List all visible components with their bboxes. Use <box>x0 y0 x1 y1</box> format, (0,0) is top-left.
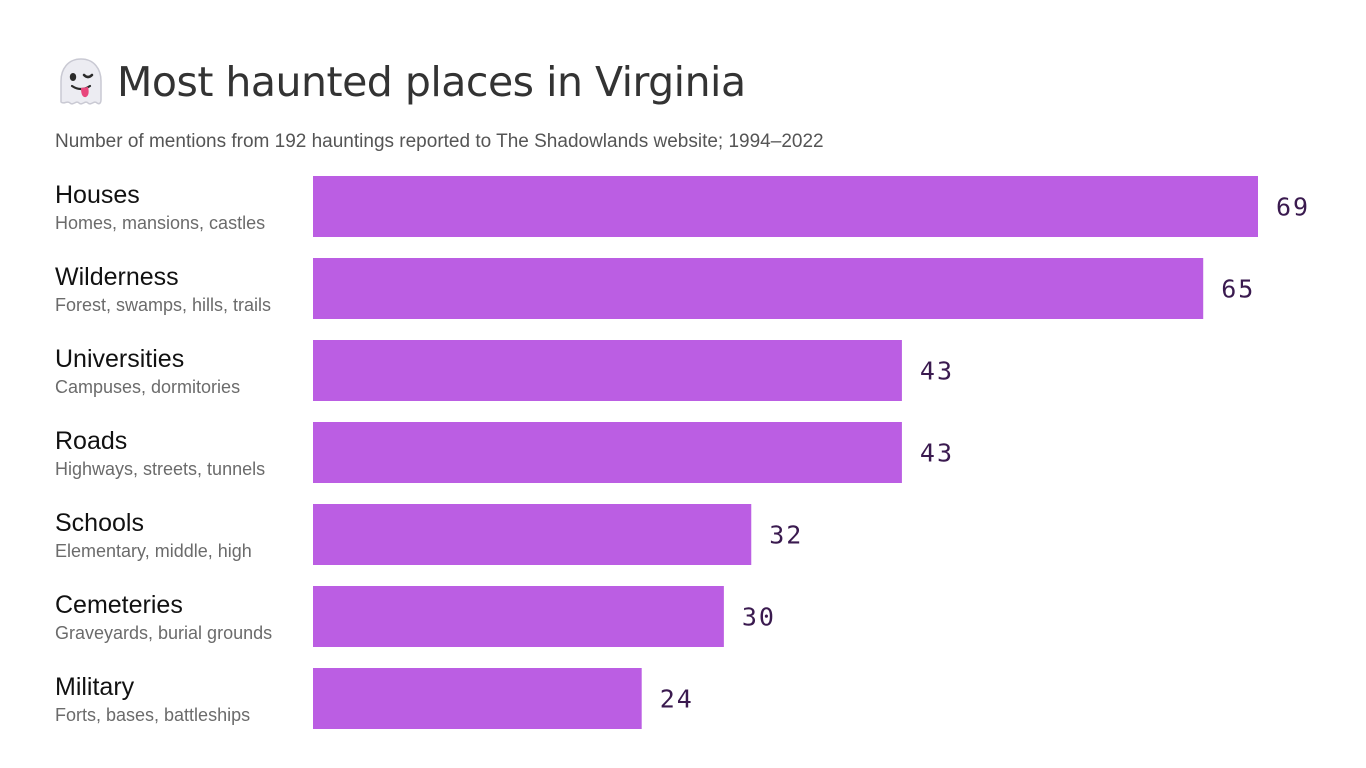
bar <box>313 586 724 647</box>
bar <box>313 340 902 401</box>
title-row: Most haunted places in Virginia <box>55 52 746 112</box>
bar-row: Military Forts, bases, battleships 24 <box>55 668 694 729</box>
category-label: Wilderness <box>55 263 179 291</box>
category-description: Campuses, dormitories <box>55 377 240 397</box>
bar <box>313 422 902 483</box>
ghost-emoji-icon <box>60 58 102 105</box>
value-label: 43 <box>920 357 954 386</box>
category-label: Universities <box>55 345 184 373</box>
category-description: Graveyards, burial grounds <box>55 623 272 643</box>
value-label: 30 <box>742 603 776 632</box>
bar-row: Schools Elementary, middle, high 32 <box>55 504 803 565</box>
category-label: Schools <box>55 509 144 537</box>
value-label: 32 <box>769 521 803 550</box>
category-label: Cemeteries <box>55 591 183 619</box>
category-label: Roads <box>55 427 127 455</box>
category-label: Houses <box>55 181 140 209</box>
value-label: 24 <box>660 685 694 714</box>
bar-row: Universities Campuses, dormitories 43 <box>55 340 954 401</box>
bar-row: Roads Highways, streets, tunnels 43 <box>55 422 954 483</box>
bar <box>313 258 1204 319</box>
value-label: 69 <box>1276 193 1310 222</box>
value-label: 65 <box>1221 275 1255 304</box>
bar-row: Wilderness Forest, swamps, hills, trails 6… <box>55 258 1255 319</box>
bar <box>313 668 642 729</box>
category-description: Elementary, middle, high <box>55 541 252 561</box>
category-description: Homes, mansions, castles <box>55 213 265 233</box>
value-label: 43 <box>920 439 954 468</box>
category-description: Forest, swamps, hills, trails <box>55 295 271 315</box>
category-description: Highways, streets, tunnels <box>55 459 265 479</box>
bar <box>313 176 1258 237</box>
bar <box>313 504 752 565</box>
chart-subtitle: Number of mentions from 192 hauntings re… <box>55 131 824 152</box>
bar-row: Cemeteries Graveyards, burial grounds 30 <box>55 586 776 647</box>
chart-title: Most haunted places in Virginia <box>117 58 746 106</box>
bar-row: Houses Homes, mansions, castles 69 <box>55 176 1310 237</box>
category-description: Forts, bases, battleships <box>55 705 250 725</box>
category-label: Military <box>55 673 135 701</box>
